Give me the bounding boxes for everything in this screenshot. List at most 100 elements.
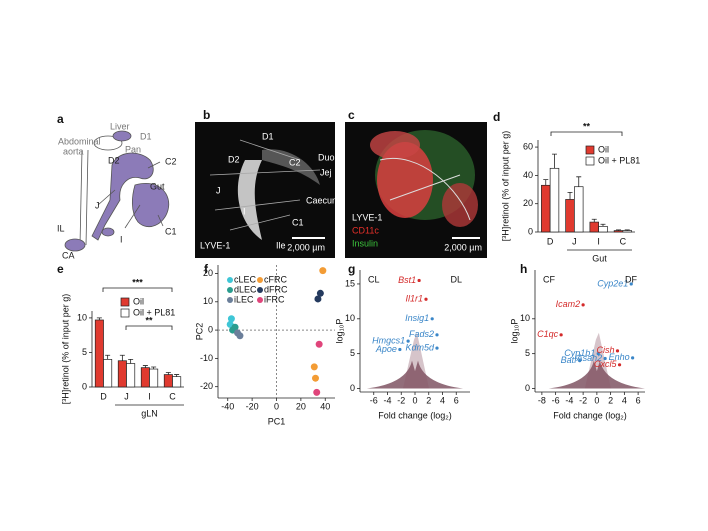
anatomy-label: D2 [108, 155, 120, 165]
panel-letter: g [348, 262, 355, 276]
legend-marker [257, 297, 263, 303]
panel-letter: h [520, 262, 527, 276]
x-tick-label: -8 [538, 395, 546, 405]
error-bar [151, 366, 157, 370]
anatomy-label: Caecum [306, 195, 340, 205]
gene-point [559, 333, 563, 337]
legend-label: Oil + PL81 [598, 155, 640, 165]
anatomy-label: Duo [318, 152, 335, 162]
error-bar [142, 365, 148, 368]
x-axis-label: Fold change (log₂) [378, 410, 452, 420]
y-tick-label: 0 [528, 226, 533, 236]
error-bar [128, 358, 134, 364]
bar [94, 319, 104, 388]
anatomy-diagram [64, 130, 170, 252]
legend-label: cLEC [234, 274, 257, 284]
x-tick-label: D [547, 236, 554, 246]
bar [549, 167, 560, 233]
anatomy-label: Abdominal [58, 136, 101, 146]
x-tick-label: 2 [608, 395, 613, 405]
panel-letter: b [203, 108, 210, 122]
scale-bar-label: 2,000 µm [287, 242, 325, 252]
gene-point [603, 356, 607, 361]
gene-label: Insig1 [405, 313, 429, 323]
legend-marker [227, 277, 233, 283]
gene-point [398, 347, 402, 352]
anatomy-label: Liver [110, 121, 130, 131]
anatomy-label: C2 [165, 156, 177, 166]
y-tick-label: -10 [200, 353, 213, 363]
x-tick-label: 0 [274, 401, 279, 411]
stain-label: Insulin [352, 238, 378, 248]
point-cloud [548, 360, 645, 389]
x-tick-label: -20 [246, 401, 259, 411]
data-point [313, 388, 321, 396]
bar [163, 374, 173, 388]
y-tick-label: 40 [523, 170, 533, 180]
bar [598, 225, 608, 233]
x-tick-label: -2 [397, 395, 405, 405]
legend-swatch [120, 308, 130, 318]
y-tick-label: -20 [200, 381, 213, 391]
gene-label: C1qc [537, 329, 559, 339]
gene-label: Bst1 [398, 275, 416, 285]
scale-bar-label: 2,000 µm [444, 242, 482, 252]
x-tick-label: I [148, 391, 151, 401]
gene-label: Cyp1b1 [564, 348, 595, 358]
error-bar [624, 229, 630, 231]
x-tick-label: D [100, 391, 107, 401]
legend-swatch [585, 156, 595, 166]
stain-label: LYVE-1 [200, 240, 230, 250]
error-bar [543, 179, 549, 186]
legend-marker [227, 287, 233, 293]
corner-label: CL [368, 274, 380, 284]
x-tick-label: 2 [426, 395, 431, 405]
gene-label: Icam2 [556, 299, 581, 309]
data-point [236, 332, 244, 340]
gene-point [430, 317, 434, 321]
anatomy-label: C2 [289, 157, 301, 167]
error-bar [576, 176, 582, 187]
bar [613, 230, 624, 233]
panel-letter: d [493, 110, 500, 124]
error-bar [174, 374, 180, 377]
y-tick-label: 0 [82, 381, 87, 391]
x-tick-label: -40 [221, 401, 234, 411]
stain-label: LYVE-1 [352, 212, 382, 222]
x-axis-label: PC1 [268, 416, 286, 426]
gene-point [631, 356, 635, 360]
gene-label: Hmgcs1 [372, 335, 405, 345]
x-tick-label: -4 [565, 395, 573, 405]
legend-label: Oil [133, 296, 144, 306]
gene-label: Cyp2e1 [597, 278, 628, 288]
y-tick-label: 0 [525, 383, 530, 393]
legend-label: Oil + PL81 [133, 307, 175, 317]
legend-swatch [120, 297, 130, 307]
legend-marker [257, 277, 263, 283]
x-tick-label: C [169, 391, 176, 401]
anatomy-label: CA [62, 250, 75, 260]
bar [149, 368, 159, 388]
x-tick-label: 4 [622, 395, 627, 405]
point-cloud [584, 332, 611, 389]
data-point [316, 289, 324, 297]
legend-label: dLEC [234, 284, 257, 294]
anatomy-label: C1 [165, 226, 177, 236]
gene-label: Fads2 [409, 329, 434, 339]
gene-point [435, 333, 439, 337]
significance-bracket [550, 131, 623, 136]
error-bar [165, 372, 171, 375]
y-tick-label: 0 [350, 383, 355, 393]
y-tick-label: 60 [523, 141, 533, 151]
error-bar [567, 191, 573, 200]
gene-label: Il1r1 [405, 294, 423, 304]
gene-label: Enho [609, 352, 630, 362]
bar [565, 199, 575, 233]
y-tick-label: 5 [525, 348, 530, 358]
group-label: gLN [141, 408, 158, 418]
bar [140, 367, 150, 388]
y-axis-label: log₁₀P [509, 319, 519, 344]
microscopy-image-c [345, 122, 487, 258]
significance-label: ** [145, 315, 153, 325]
